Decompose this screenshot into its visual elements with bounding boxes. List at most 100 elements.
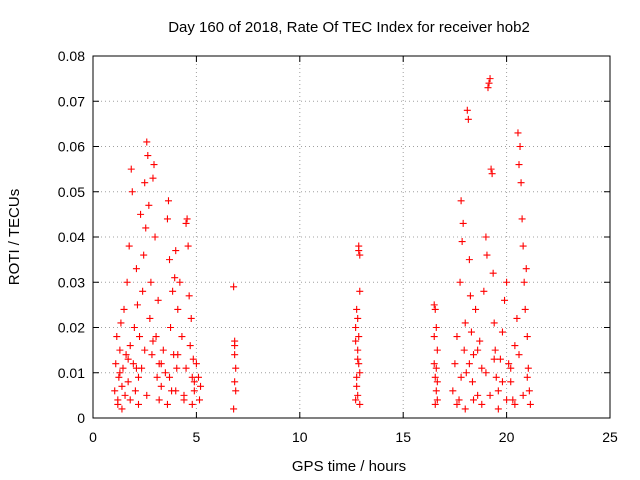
data-point: [494, 405, 502, 413]
data-point: [509, 396, 517, 404]
data-point: [124, 378, 132, 386]
data-point: [111, 387, 119, 395]
data-point: [142, 224, 150, 232]
data-point: [455, 396, 463, 404]
data-point: [185, 292, 193, 300]
series-2: [352, 242, 364, 408]
data-point: [523, 373, 531, 381]
data-point: [355, 360, 363, 368]
data-point: [231, 378, 239, 386]
data-point: [153, 373, 161, 381]
series-4: [449, 75, 534, 413]
grid: [93, 56, 610, 418]
data-point: [355, 333, 363, 341]
data-point: [492, 373, 500, 381]
data-point: [164, 197, 172, 205]
data-point: [462, 369, 470, 377]
data-point: [150, 161, 158, 169]
data-point: [491, 346, 499, 354]
data-point: [457, 373, 465, 381]
data-point: [503, 278, 511, 286]
series-1: [230, 283, 240, 413]
y-tick-label: 0: [77, 410, 85, 426]
data-point: [432, 364, 440, 372]
data-point: [112, 360, 120, 368]
data-point: [355, 247, 363, 255]
data-point: [490, 319, 498, 327]
y-tick-label: 0.05: [58, 184, 85, 200]
data-point: [513, 314, 521, 322]
data-point: [231, 342, 239, 350]
data-point: [134, 373, 142, 381]
data-point: [157, 360, 165, 368]
data-point: [141, 346, 149, 354]
data-point: [352, 324, 360, 331]
data-point: [114, 400, 122, 408]
data-point: [453, 400, 461, 408]
x-tick-labels: 0 5 10 15 20 25: [89, 429, 618, 445]
data-point: [430, 301, 438, 309]
data-point: [116, 346, 124, 354]
data-point: [132, 364, 140, 372]
data-point: [456, 278, 464, 286]
data-point: [451, 360, 459, 368]
data-point: [486, 75, 494, 83]
y-axis-label: ROTI / TECUs: [6, 189, 23, 285]
x-tick-label: 10: [292, 429, 308, 445]
data-point: [130, 324, 138, 331]
y-tick-labels: 0 0.01 0.02 0.03 0.04 0.05 0.06 0.07 0.08: [58, 48, 85, 426]
data-point: [188, 373, 196, 381]
data-point: [190, 378, 198, 386]
data-point: [496, 355, 504, 363]
data-point: [232, 364, 240, 372]
data-point: [161, 369, 169, 377]
data-point: [147, 278, 155, 286]
data-points: [111, 75, 534, 413]
data-point: [482, 233, 490, 241]
data-point: [356, 251, 364, 259]
data-point: [353, 305, 361, 313]
data-point: [460, 346, 468, 354]
data-point: [133, 301, 141, 309]
data-point: [483, 251, 491, 259]
chart-title: Day 160 of 2018, Rate Of TEC Index for r…: [168, 19, 530, 36]
data-point: [166, 373, 174, 381]
data-point: [353, 382, 361, 390]
data-point: [354, 346, 362, 354]
y-tick-label: 0.01: [58, 365, 85, 381]
data-point: [433, 346, 441, 354]
data-point: [118, 405, 126, 413]
data-point: [433, 396, 441, 404]
data-point: [458, 238, 466, 246]
data-point: [121, 391, 129, 399]
data-point: [478, 400, 486, 408]
data-point: [176, 278, 184, 286]
y-tick-label: 0.04: [58, 229, 85, 245]
data-point: [433, 378, 441, 386]
data-point: [430, 360, 438, 368]
data-point: [182, 219, 190, 227]
data-point: [157, 382, 165, 390]
data-point: [183, 215, 191, 223]
data-point: [196, 396, 204, 404]
y-tick-label: 0.06: [58, 139, 85, 155]
data-point: [145, 201, 153, 209]
data-point: [131, 387, 139, 395]
data-point: [354, 314, 362, 322]
data-point: [482, 369, 490, 377]
x-tick-label: 0: [89, 429, 97, 445]
data-point: [230, 283, 238, 291]
data-point: [180, 396, 188, 404]
data-point: [478, 364, 486, 372]
data-point: [143, 391, 151, 399]
data-point: [159, 346, 167, 354]
data-point: [137, 210, 145, 218]
data-point: [468, 378, 476, 386]
data-point: [490, 355, 498, 363]
data-point: [503, 396, 511, 404]
data-point: [154, 296, 162, 304]
data-point: [151, 233, 159, 241]
data-point: [141, 179, 149, 187]
data-point: [149, 337, 157, 345]
data-point: [182, 364, 190, 372]
